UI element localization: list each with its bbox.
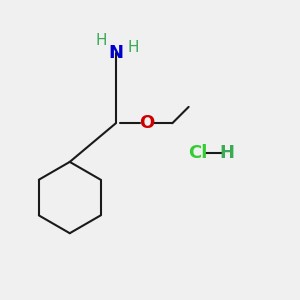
Text: H: H xyxy=(95,32,107,47)
Text: O: O xyxy=(140,114,155,132)
Text: N: N xyxy=(108,44,123,62)
Text: H: H xyxy=(128,40,140,55)
Text: Cl: Cl xyxy=(188,144,207,162)
Text: H: H xyxy=(220,144,235,162)
